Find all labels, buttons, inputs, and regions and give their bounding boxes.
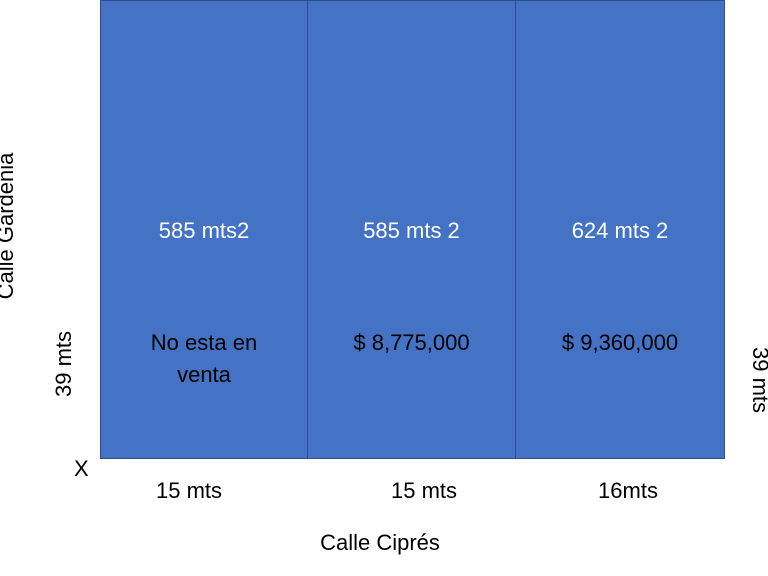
- lot: 624 mts 2 $ 9,360,000: [515, 0, 725, 459]
- lot-price: $ 9,360,000: [516, 327, 724, 359]
- dimension-label: 15 mts: [155, 478, 223, 503]
- lot: 585 mts2 No esta en venta: [100, 0, 308, 459]
- lot: 585 mts 2 $ 8,775,000: [307, 0, 516, 459]
- lot-price: $ 8,775,000: [308, 327, 515, 359]
- lot-area: 585 mts 2: [363, 218, 460, 243]
- price-line: $ 9,360,000: [561, 330, 679, 355]
- lot-area: 585 mts2: [158, 218, 250, 243]
- lot-area: 624 mts 2: [571, 218, 669, 243]
- dimension-label: 39 mts: [748, 346, 768, 414]
- price-line: venta: [177, 362, 231, 387]
- corner-mark: X: [74, 456, 89, 481]
- street-label: Calle Gardenia: [0, 152, 18, 300]
- dimension-label: 15 mts: [390, 478, 458, 503]
- street-label: Calle Ciprés: [320, 530, 440, 555]
- dimension-label: 39 mts: [51, 330, 76, 398]
- dimension-label: 16mts: [598, 478, 658, 503]
- lot-price: No esta en venta: [101, 327, 307, 391]
- price-line: No esta en: [150, 330, 258, 355]
- price-line: $ 8,775,000: [353, 330, 470, 355]
